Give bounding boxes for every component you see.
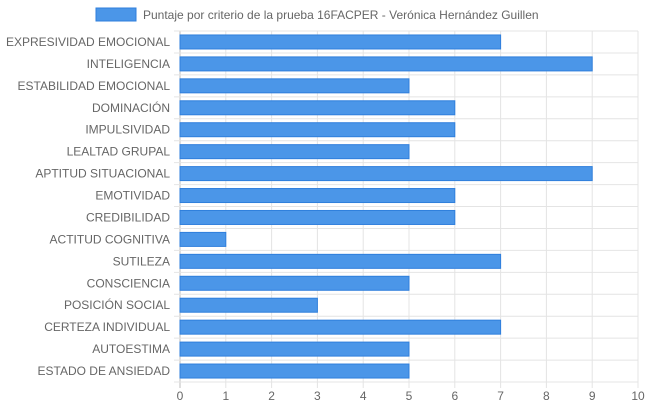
category-label: DOMINACIÓN bbox=[92, 100, 170, 115]
legend-label: Puntaje por criterio de la prueba 16FACP… bbox=[143, 8, 539, 22]
category-label: IMPULSIVIDAD bbox=[85, 123, 170, 137]
x-tick-label: 5 bbox=[406, 389, 413, 403]
bar[interactable] bbox=[179, 188, 456, 204]
bar[interactable] bbox=[179, 319, 502, 335]
legend-swatch bbox=[95, 7, 137, 22]
x-tick-label: 6 bbox=[451, 389, 458, 403]
x-tick-label: 3 bbox=[314, 389, 321, 403]
bar[interactable] bbox=[179, 100, 456, 116]
x-tick-label: 10 bbox=[631, 389, 645, 403]
x-tick-label: 7 bbox=[497, 389, 504, 403]
bar[interactable] bbox=[179, 297, 318, 313]
category-label: AUTOESTIMA bbox=[92, 342, 170, 356]
x-tick-label: 1 bbox=[222, 389, 229, 403]
bar[interactable] bbox=[179, 166, 593, 182]
bar[interactable] bbox=[179, 363, 410, 379]
category-label: ESTADO DE ANSIEDAD bbox=[38, 364, 171, 378]
bar[interactable] bbox=[179, 78, 410, 94]
category-label: CREDIBILIDAD bbox=[86, 210, 170, 224]
bar[interactable] bbox=[179, 341, 410, 357]
category-label: ESTABILIDAD EMOCIONAL bbox=[18, 79, 171, 93]
x-tick-label: 2 bbox=[268, 389, 275, 403]
category-label: CERTEZA INDIVIDUAL bbox=[44, 320, 170, 334]
bar[interactable] bbox=[179, 122, 456, 138]
bar[interactable] bbox=[179, 56, 593, 72]
bar[interactable] bbox=[179, 253, 502, 269]
category-label: POSICIÓN SOCIAL bbox=[64, 297, 170, 312]
category-label: ACTITUD COGNITIVA bbox=[50, 232, 170, 246]
bar[interactable] bbox=[179, 209, 456, 225]
category-label: APTITUD SITUACIONAL bbox=[35, 167, 170, 181]
x-axis-tick-labels: 0 1 2 3 4 5 6 7 8 9 10 bbox=[177, 389, 645, 403]
category-label: SUTILEZA bbox=[113, 254, 170, 268]
x-tick-label: 8 bbox=[543, 389, 550, 403]
category-label: EXPRESIVIDAD EMOCIONAL bbox=[6, 35, 170, 49]
bar[interactable] bbox=[179, 231, 227, 247]
category-label: LEALTAD GRUPAL bbox=[67, 145, 171, 159]
category-labels: EXPRESIVIDAD EMOCIONAL INTELIGENCIA ESTABI… bbox=[6, 35, 170, 378]
x-tick-label: 0 bbox=[177, 389, 184, 403]
bar[interactable] bbox=[179, 144, 410, 160]
category-label: INTELIGENCIA bbox=[87, 57, 170, 71]
category-label: CONSCIENCIA bbox=[87, 276, 170, 290]
category-label: EMOTIVIDAD bbox=[95, 189, 170, 203]
legend[interactable]: Puntaje por criterio de la prueba 16FACP… bbox=[95, 7, 539, 22]
bar[interactable] bbox=[179, 34, 502, 50]
x-tick-label: 4 bbox=[360, 389, 367, 403]
bar[interactable] bbox=[179, 275, 410, 291]
bars bbox=[179, 34, 593, 379]
x-tick-label: 9 bbox=[589, 389, 596, 403]
